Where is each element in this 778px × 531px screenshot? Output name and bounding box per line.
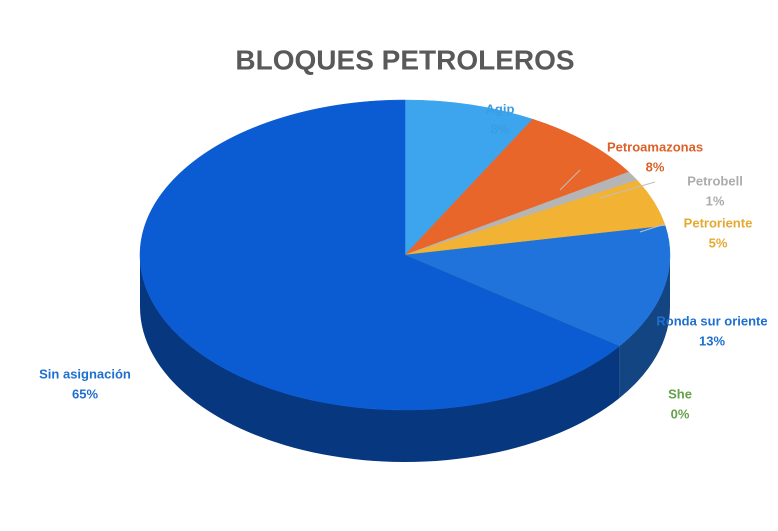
- data-label-name: Ronda sur oriente: [656, 313, 767, 328]
- data-label-value: 5%: [709, 235, 728, 250]
- data-label-name: Petroriente: [684, 215, 753, 230]
- leader-line: [599, 181, 656, 199]
- leader-line: [559, 169, 581, 191]
- data-label-value: 13%: [699, 333, 725, 348]
- data-label-value: 0%: [671, 406, 690, 421]
- data-label-name: Agip: [486, 101, 515, 116]
- slice-side: [619, 255, 670, 399]
- data-label-name: Petrobell: [687, 173, 743, 188]
- data-label-name: Petroamazonas: [607, 139, 703, 154]
- slice: [404, 118, 630, 256]
- slice: [404, 225, 671, 347]
- data-label-value: 1%: [706, 193, 725, 208]
- data-label-name: Sin asignación: [39, 366, 131, 381]
- chart-title: BLOQUES PETROLEROS: [235, 44, 574, 75]
- slice: [404, 99, 534, 256]
- data-label-value: 8%: [491, 121, 510, 136]
- data-label-value: 8%: [646, 159, 665, 174]
- slice-side: [140, 255, 620, 462]
- data-label-value: 65%: [72, 386, 98, 401]
- data-label-name: She: [668, 386, 692, 401]
- slice: [139, 99, 620, 411]
- leader-line: [639, 223, 666, 233]
